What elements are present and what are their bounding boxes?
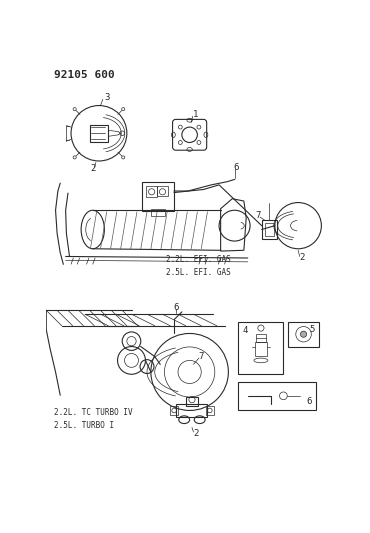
Text: 2: 2 [90, 164, 95, 173]
Text: 7: 7 [255, 211, 260, 220]
Bar [176, 405, 208, 417]
Text: 2: 2 [193, 429, 199, 438]
Text: 4: 4 [242, 326, 248, 335]
Bar [238, 322, 283, 374]
Bar [238, 382, 316, 410]
Bar [186, 397, 198, 406]
Bar [146, 187, 157, 197]
Bar [151, 209, 165, 216]
Bar [262, 220, 277, 239]
Bar [157, 187, 168, 196]
Bar [255, 342, 267, 356]
Bar [265, 223, 274, 236]
Text: 6: 6 [233, 164, 239, 172]
Bar [142, 182, 174, 211]
Bar [90, 125, 108, 142]
Bar [170, 406, 178, 415]
Bar [288, 322, 319, 346]
Text: 1: 1 [193, 110, 199, 119]
Text: 2.2L. TC TURBO IV
2.5L. TURBO I: 2.2L. TC TURBO IV 2.5L. TURBO I [54, 408, 132, 430]
Text: 7: 7 [199, 352, 204, 361]
Text: 5: 5 [310, 325, 315, 334]
Bar [256, 334, 266, 342]
Text: 92105 600: 92105 600 [54, 70, 115, 80]
Text: 6: 6 [307, 397, 312, 406]
Circle shape [300, 331, 307, 337]
Text: 2: 2 [299, 254, 305, 262]
Bar [206, 406, 213, 415]
Text: 2.2L. EFI. GAS
2.5L. EFI. GAS: 2.2L. EFI. GAS 2.5L. EFI. GAS [166, 255, 231, 277]
Text: 6: 6 [173, 303, 178, 312]
Text: 3: 3 [104, 93, 110, 102]
FancyBboxPatch shape [172, 119, 207, 150]
